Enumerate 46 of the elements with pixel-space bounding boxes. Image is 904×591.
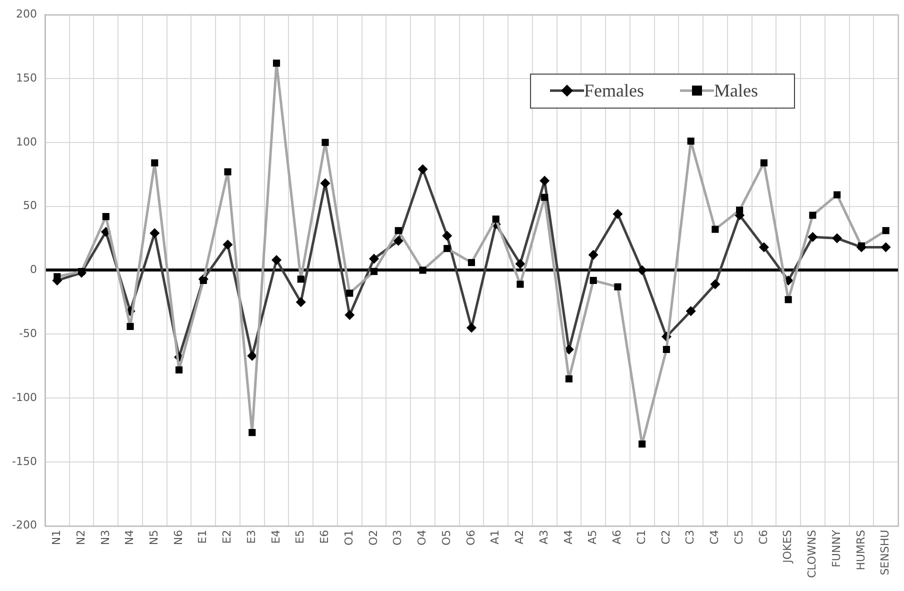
x-tick-label: E4 (269, 530, 282, 544)
x-tick-label: C6 (756, 530, 770, 545)
x-tick-label: FUNNY (830, 530, 843, 568)
x-tick-label: C1 (634, 530, 648, 545)
x-tick-label: N6 (172, 530, 185, 546)
x-tick-label: SENSHU (878, 530, 892, 576)
x-tick-label: C3 (684, 530, 697, 545)
y-tick-label: 150 (16, 71, 37, 84)
y-tick-label: 0 (30, 263, 37, 276)
x-tick-label: JOKES (781, 530, 794, 564)
x-tick-label: N1 (50, 530, 64, 546)
x-tick-label: N4 (123, 530, 136, 546)
x-tick-label: O5 (440, 530, 453, 546)
x-tick-label: C5 (732, 530, 746, 545)
y-tick-label: -150 (12, 454, 37, 468)
x-tick-label: O1 (342, 530, 356, 546)
x-tick-label: E3 (244, 530, 258, 544)
x-tick-label: E5 (294, 530, 307, 544)
x-tick-label: N2 (74, 530, 88, 546)
y-tick-label: -100 (12, 390, 37, 404)
x-tick-label: A1 (488, 530, 502, 544)
x-tick-label: O3 (391, 530, 404, 546)
x-tick-label: A2 (513, 530, 526, 544)
y-tick-label: 50 (22, 199, 37, 212)
y-tick-label: -200 (12, 518, 37, 532)
x-tick-label: O4 (416, 530, 429, 546)
x-tick-label: A6 (610, 530, 624, 544)
x-tick-label: C4 (708, 530, 722, 545)
x-tick-label: N3 (98, 530, 112, 546)
x-tick-label: A4 (562, 530, 575, 544)
x-tick-label: N5 (148, 530, 160, 546)
legend-label: Males (714, 80, 758, 100)
x-tick-label: HUMRS (854, 530, 868, 570)
x-tick-label: E6 (318, 530, 332, 544)
x-tick-label: CLOWNS (806, 530, 819, 578)
x-tick-label: A5 (586, 530, 600, 544)
x-tick-label: A3 (537, 530, 550, 544)
x-tick-label: C2 (659, 530, 672, 545)
x-tick-label: E1 (196, 530, 210, 544)
y-tick-label: 200 (16, 7, 37, 20)
y-tick-label: -50 (18, 326, 37, 340)
x-tick-label: O2 (366, 530, 380, 546)
x-tick-label: O6 (464, 530, 478, 546)
y-tick-label: 100 (16, 135, 37, 148)
x-tick-label: E2 (220, 530, 234, 544)
legend-label: Females (584, 80, 644, 100)
